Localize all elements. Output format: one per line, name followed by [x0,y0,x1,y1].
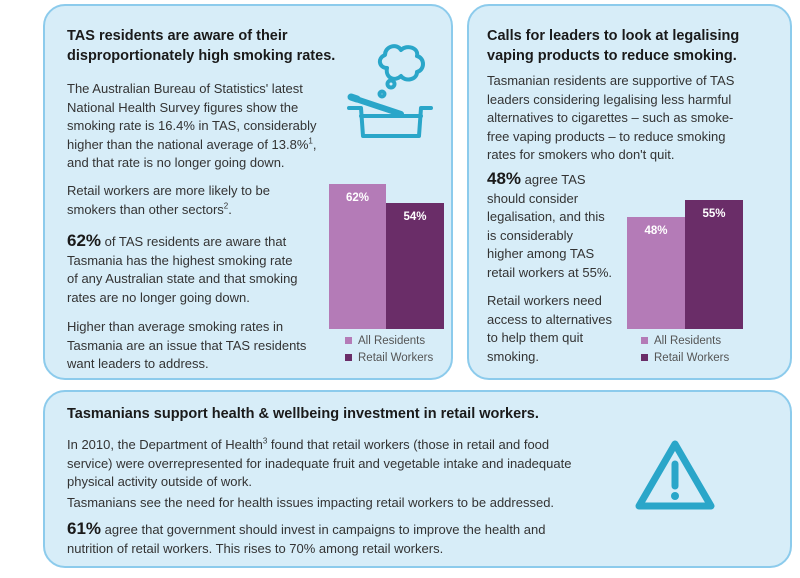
health-investment-title: Tasmanians support health & wellbeing in… [67,406,539,422]
ashtray-cigarette-icon [347,44,433,138]
bar-label-retail-workers: 54% [403,210,427,223]
bar-label-all-residents: 62% [345,191,370,204]
awareness-stat-paragraph: 62% of TAS residents are aware that Tasm… [67,231,298,305]
bar-retail-workers [386,202,444,329]
vaping-legalisation-card: Calls for leaders to look at legalising … [467,4,792,380]
stat-61-percent: 61% [67,519,102,538]
bar-all-residents [329,183,386,329]
abs-survey-paragraph: The Australian Bureau of Statistics' lat… [67,81,317,170]
health-issues-paragraph: Tasmanians see the need for health issue… [67,495,555,510]
health-investment-card: Tasmanians support health & wellbeing in… [43,390,792,568]
address-issue-paragraph: Higher than average smoking rates in Tas… [67,319,307,371]
bar-label-retail-workers: 55% [702,208,726,221]
legend-item-retail-workers: Retail Workers [345,352,433,364]
campaign-stat-paragraph: 61% agree that government should invest … [67,519,546,556]
warning-triangle-icon [635,440,715,510]
stat-48-percent: 48% [487,169,522,188]
retail-workers-paragraph: Retail workers are more likely to be smo… [67,183,271,217]
legend-item-all-residents: All Residents [345,335,425,347]
bar-retail-workers [685,200,743,329]
legend-swatch [641,337,648,345]
vaping-legalisation-title: Calls for leaders to look at legalising … [487,28,740,64]
legend-swatch [345,354,352,362]
department-of-health-paragraph: In 2010, the Department of Health3 found… [67,436,572,489]
legend-swatch [345,337,352,345]
smoking-awareness-card: TAS residents are aware of their disprop… [43,4,453,380]
smoking-awareness-title: TAS residents are aware of their disprop… [67,28,336,64]
alternatives-paragraph: Retail workers need access to alternativ… [487,293,613,364]
stat-62-percent: 62% [67,231,102,250]
legend-item-all-residents: All Residents [641,335,721,347]
legalisation-stat-paragraph: 48% agree TAS should consider legalisati… [487,169,612,280]
bar-label-all-residents: 48% [644,224,668,237]
support-paragraph: Tasmanian residents are supportive of TA… [487,73,735,162]
legend-item-retail-workers: Retail Workers [641,352,729,364]
bar-all-residents [627,216,685,329]
legend-swatch [641,354,648,362]
